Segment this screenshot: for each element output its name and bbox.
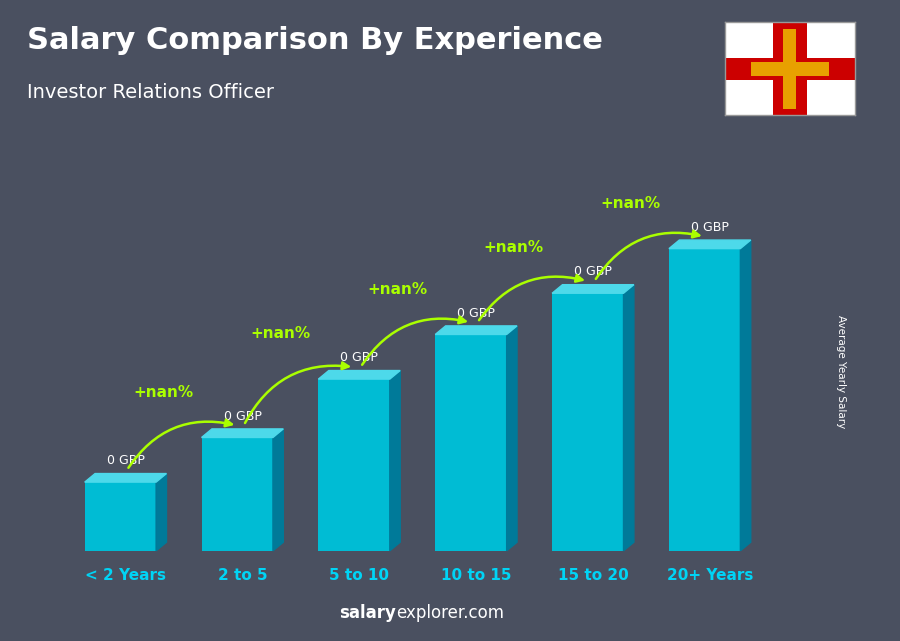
Bar	[783, 29, 796, 109]
Text: 20+ Years: 20+ Years	[667, 568, 753, 583]
Bar	[202, 437, 273, 551]
Polygon shape	[741, 240, 751, 551]
Text: 0 GBP: 0 GBP	[691, 221, 729, 234]
Text: explorer.com: explorer.com	[396, 604, 504, 622]
Bar	[319, 379, 390, 551]
Text: < 2 Years: < 2 Years	[86, 568, 166, 583]
Text: 0 GBP: 0 GBP	[340, 351, 378, 364]
Text: +nan%: +nan%	[483, 240, 544, 256]
Text: 0 GBP: 0 GBP	[223, 410, 261, 422]
Polygon shape	[507, 326, 517, 551]
Bar	[436, 335, 507, 551]
Polygon shape	[436, 326, 517, 335]
Text: 5 to 10: 5 to 10	[329, 568, 390, 583]
Text: 0 GBP: 0 GBP	[106, 454, 145, 467]
Text: +nan%: +nan%	[250, 326, 310, 341]
Text: 0 GBP: 0 GBP	[457, 306, 495, 320]
Bar	[552, 294, 624, 551]
Text: salary: salary	[339, 604, 396, 622]
Polygon shape	[390, 370, 400, 551]
Text: 15 to 20: 15 to 20	[558, 568, 628, 583]
Text: Salary Comparison By Experience: Salary Comparison By Experience	[27, 26, 603, 54]
Bar	[669, 249, 741, 551]
Bar	[85, 482, 156, 551]
Polygon shape	[319, 370, 400, 379]
Bar	[724, 58, 855, 79]
Text: 2 to 5: 2 to 5	[218, 568, 267, 583]
Polygon shape	[552, 285, 634, 294]
Polygon shape	[85, 474, 166, 482]
Polygon shape	[624, 285, 634, 551]
Text: 0 GBP: 0 GBP	[574, 265, 612, 278]
Text: +nan%: +nan%	[600, 196, 661, 211]
Text: Investor Relations Officer: Investor Relations Officer	[27, 83, 274, 103]
Text: Average Yearly Salary: Average Yearly Salary	[836, 315, 847, 428]
Polygon shape	[273, 429, 284, 551]
Bar	[751, 62, 829, 76]
Polygon shape	[669, 240, 751, 249]
Bar	[773, 22, 806, 115]
Text: +nan%: +nan%	[133, 385, 194, 400]
Polygon shape	[156, 474, 166, 551]
Polygon shape	[202, 429, 284, 437]
Text: 10 to 15: 10 to 15	[441, 568, 511, 583]
Text: +nan%: +nan%	[367, 281, 427, 297]
